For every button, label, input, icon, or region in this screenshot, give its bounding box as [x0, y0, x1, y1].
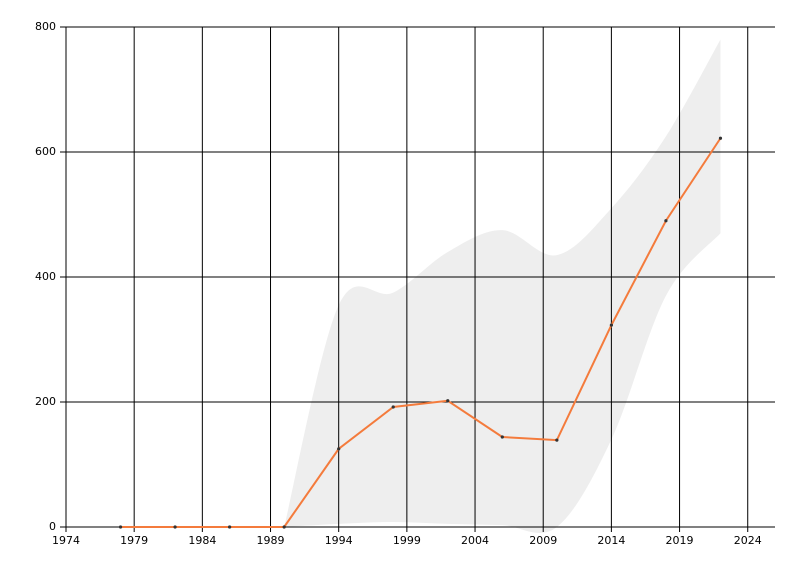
x-tick-label: 2014: [597, 534, 625, 547]
point: [609, 323, 613, 327]
x-tick-label: 2009: [529, 534, 557, 547]
x-tick-label: 2019: [666, 534, 694, 547]
y-tick-label: 600: [35, 145, 56, 158]
point: [391, 405, 395, 409]
point: [446, 399, 450, 403]
x-tick-label: 1994: [325, 534, 353, 547]
y-tick-label: 200: [35, 395, 56, 408]
x-tick-label: 1999: [393, 534, 421, 547]
x-tick-label: 1989: [257, 534, 285, 547]
point: [282, 525, 286, 529]
x-tick-label: 2004: [461, 534, 489, 547]
confidence-band: [284, 39, 721, 533]
x-tick-label: 2024: [734, 534, 762, 547]
point: [664, 219, 668, 223]
y-tick-label: 0: [49, 520, 56, 533]
point: [555, 438, 559, 442]
point: [337, 447, 341, 451]
point: [500, 435, 504, 439]
x-tick-label: 1979: [120, 534, 148, 547]
point: [228, 525, 232, 529]
y-tick-label: 800: [35, 20, 56, 33]
point: [118, 525, 123, 529]
point: [173, 525, 177, 529]
x-tick-label: 1974: [52, 534, 80, 547]
series-line: [120, 137, 722, 528]
y-tick-label: 400: [35, 270, 56, 283]
point: [718, 136, 723, 140]
x-tick-label: 1984: [188, 534, 216, 547]
